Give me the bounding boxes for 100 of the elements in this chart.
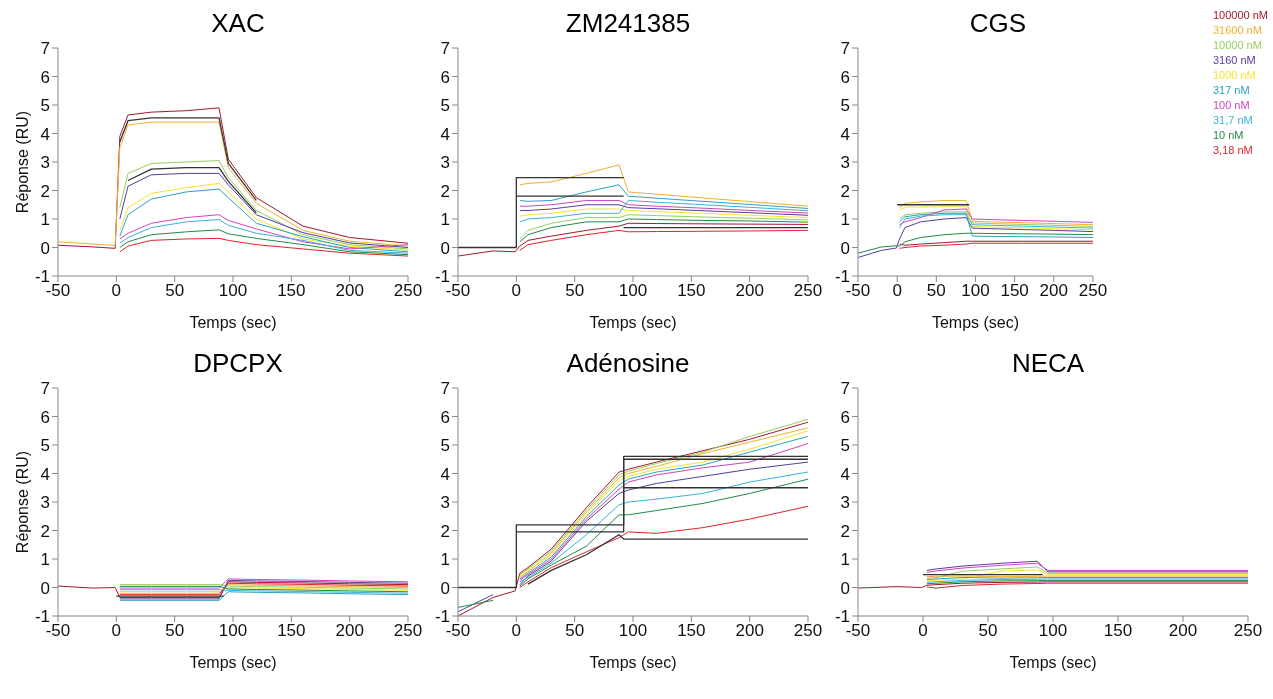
x-tick-label: 200 <box>335 621 364 641</box>
x-tick-label: 100 <box>1038 621 1068 641</box>
y-tick-label: 6 <box>440 67 450 87</box>
x-tick-label: 50 <box>978 621 998 641</box>
x-tick-label: 200 <box>1168 621 1198 641</box>
y-tick-label: 5 <box>840 96 850 116</box>
y-tick-label: 1 <box>440 550 450 570</box>
x-tick-label: 200 <box>735 621 764 641</box>
x-tick-label: 250 <box>1078 281 1108 301</box>
y-tick-label: 3 <box>40 493 50 513</box>
x-tick-label: 150 <box>677 621 706 641</box>
chart-title: ZM241385 <box>565 8 691 38</box>
text: 317 nM <box>1212 83 1251 98</box>
y-axis-title: Réponse (RU) <box>13 110 31 214</box>
y-tick-label: 2 <box>840 521 850 541</box>
y-tick-label: 4 <box>40 124 50 144</box>
text: 1000 nM <box>1212 68 1257 83</box>
text: 3160 nM <box>1212 53 1257 68</box>
x-tick-label: 200 <box>335 281 364 301</box>
y-tick-label: 7 <box>440 39 450 59</box>
text: 10 nM <box>1212 128 1245 143</box>
y-tick-label: 2 <box>840 181 850 201</box>
y-tick-label: 4 <box>840 464 850 484</box>
text: 100000 nM <box>1212 8 1268 23</box>
y-tick-label: 6 <box>440 407 450 427</box>
x-tick-label: 250 <box>393 621 423 641</box>
x-tick-label: 250 <box>793 621 823 641</box>
y-tick-label: 2 <box>40 521 50 541</box>
x-tick-label: 200 <box>1039 281 1068 301</box>
y-tick-label: 7 <box>440 379 450 399</box>
y-tick-label: 5 <box>440 96 450 116</box>
y-tick-label: 0 <box>440 578 450 598</box>
text: 10000 nM <box>1212 38 1263 53</box>
x-tick-label: 0 <box>111 281 122 301</box>
x-tick-label: 50 <box>165 621 185 641</box>
x-tick-label: 50 <box>926 281 946 301</box>
text: 31600 nM <box>1212 23 1263 38</box>
y-tick-label: 4 <box>440 464 450 484</box>
x-tick-label: 150 <box>677 281 706 301</box>
chart-title: DPCPX <box>193 348 283 378</box>
y-tick-label: 2 <box>40 181 50 201</box>
x-tick-label: 150 <box>1103 621 1133 641</box>
y-tick-label: 2 <box>440 181 450 201</box>
y-tick-label: 0 <box>40 238 50 258</box>
y-tick-label: 3 <box>840 153 850 173</box>
y-tick-label: 6 <box>40 407 50 427</box>
x-tick-label: 0 <box>511 281 522 301</box>
x-tick-label: 0 <box>918 621 928 641</box>
y-tick-label: 3 <box>440 493 450 513</box>
x-axis-title: Temps (sec) <box>189 654 277 671</box>
y-tick-label: 0 <box>840 578 850 598</box>
y-tick-label: 7 <box>40 39 50 59</box>
x-tick-label: 150 <box>1000 281 1029 301</box>
chart-title: NECA <box>1011 348 1085 378</box>
x-tick-label: 250 <box>793 281 823 301</box>
y-tick-label: 0 <box>840 238 850 258</box>
text: 100 nM <box>1212 98 1251 113</box>
y-axis-title: Réponse (RU) <box>13 450 31 554</box>
x-tick-label: 150 <box>277 621 306 641</box>
x-axis-title: Temps (sec) <box>931 314 1020 331</box>
y-tick-label: 7 <box>840 39 850 59</box>
y-tick-label: 6 <box>840 407 850 427</box>
y-tick-label: 7 <box>840 379 850 399</box>
x-tick-label: 100 <box>618 281 648 301</box>
y-tick-label: 4 <box>440 124 450 144</box>
y-tick-label: 5 <box>440 436 450 456</box>
x-tick-label: 250 <box>393 281 423 301</box>
x-axis-title: Temps (sec) <box>589 654 677 671</box>
x-tick-label: 200 <box>735 281 764 301</box>
x-tick-label: 100 <box>961 281 990 301</box>
y-tick-label: 5 <box>40 436 50 456</box>
x-tick-label: 100 <box>218 621 248 641</box>
y-tick-label: 1 <box>440 210 450 230</box>
y-tick-label: 1 <box>40 550 50 570</box>
x-axis-title: Temps (sec) <box>1009 654 1097 671</box>
y-tick-label: 4 <box>40 464 50 484</box>
y-tick-label: 1 <box>840 210 850 230</box>
y-tick-label: 1 <box>840 550 850 570</box>
text: 3,18 nM <box>1212 143 1254 158</box>
y-tick-label: 3 <box>40 153 50 173</box>
y-tick-label: 3 <box>440 153 450 173</box>
y-tick-label: 6 <box>840 67 850 87</box>
chart-title: XAC <box>211 8 265 38</box>
y-tick-label: 3 <box>840 493 850 513</box>
x-tick-label: 250 <box>1233 621 1263 641</box>
x-tick-label: 50 <box>565 621 585 641</box>
x-tick-label: 50 <box>565 281 585 301</box>
y-tick-label: 0 <box>440 238 450 258</box>
y-tick-label: 7 <box>40 379 50 399</box>
y-tick-label: 1 <box>40 210 50 230</box>
x-tick-label: 100 <box>618 621 648 641</box>
y-tick-label: 5 <box>40 96 50 116</box>
x-tick-label: 0 <box>111 621 122 641</box>
y-tick-label: 0 <box>40 578 50 598</box>
y-tick-label: 6 <box>40 67 50 87</box>
x-tick-label: 150 <box>277 281 306 301</box>
y-tick-label: 4 <box>840 124 850 144</box>
y-tick-label: 5 <box>840 436 850 456</box>
chart-title: Adénosine <box>566 348 690 378</box>
x-tick-label: 50 <box>165 281 185 301</box>
